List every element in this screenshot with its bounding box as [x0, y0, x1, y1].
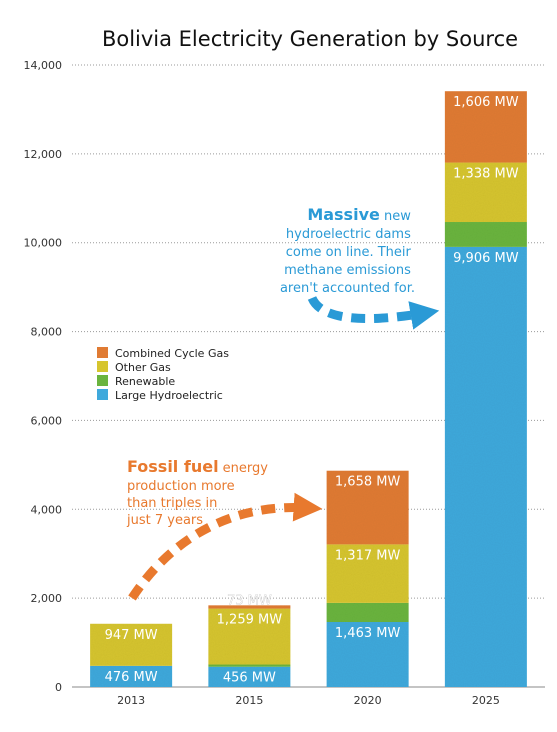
annotation-massive-arrow — [307, 295, 440, 330]
annotation-fossil: Fossil fuel energy production more than … — [126, 457, 272, 528]
annotation-fossil-line: just 7 years — [126, 513, 203, 528]
bar-segment-combined-cycle-gas — [208, 605, 291, 609]
data-label: 947 MW — [105, 628, 158, 643]
y-tick-label: 6,000 — [31, 414, 63, 427]
y-tick-label: 12,000 — [24, 148, 63, 161]
data-label: 1,259 MW — [217, 613, 283, 628]
bar-segment-large-hydroelectric — [208, 666, 291, 687]
annotation-massive-line: hydroelectric dams — [286, 227, 411, 242]
annotation-fossil-emphasis: Fossil fuel — [127, 457, 219, 476]
y-tick-label: 14,000 — [24, 59, 63, 72]
bar-segment-renewable — [326, 602, 409, 623]
bar-segment-other-gas — [444, 162, 527, 223]
y-tick-label: 4,000 — [31, 503, 63, 516]
data-label: 1,317 MW — [335, 548, 401, 563]
legend-label: Other Gas — [115, 361, 171, 374]
legend-swatch — [97, 375, 108, 386]
legend-swatch — [97, 347, 108, 358]
annotation-massive-line: aren't accounted for. — [280, 281, 415, 296]
data-label: 9,906 MW — [453, 251, 519, 266]
annotation-massive-line: come on line. Their — [286, 245, 412, 260]
bar-segment-renewable — [444, 222, 527, 247]
legend-label: Combined Cycle Gas — [115, 347, 229, 360]
x-tick-label: 2025 — [472, 694, 500, 707]
annotation-massive-emphasis: Massive — [307, 205, 380, 224]
data-label: 1,606 MW — [453, 95, 519, 110]
bar-segment-renewable — [208, 664, 291, 667]
legend-swatch — [97, 361, 108, 372]
annotation-massive-line: new — [380, 209, 411, 224]
annotation-fossil-arrow — [128, 492, 323, 601]
bar-segment-large-hydroelectric — [90, 665, 173, 687]
data-label: 1,338 MW — [453, 167, 519, 182]
bar-segment-combined-cycle-gas — [326, 470, 409, 545]
legend-label: Large Hydroelectric — [115, 389, 223, 402]
chart-title: Bolivia Electricity Generation by Source — [102, 27, 518, 51]
y-tick-label: 8,000 — [31, 326, 63, 339]
data-label: 476 MW — [105, 670, 158, 685]
grid — [72, 64, 545, 599]
x-tick-label: 2020 — [354, 694, 382, 707]
data-label: 456 MW — [223, 671, 276, 686]
annotation-fossil-line: production more — [127, 479, 235, 494]
bar-segment-other-gas — [90, 623, 173, 666]
x-tick-label: 2013 — [117, 694, 145, 707]
bar-segment-other-gas — [326, 544, 409, 603]
bar-segment-large-hydroelectric — [326, 622, 409, 687]
bar-segment-other-gas — [208, 608, 291, 665]
annotation-fossil-line: than triples in — [127, 496, 217, 511]
y-tick-label: 0 — [55, 681, 62, 694]
data-label: 1,658 MW — [335, 475, 401, 490]
bar-segment-combined-cycle-gas — [444, 91, 527, 163]
segment-labels: 476 MW 947 MW 456 MW 1,259 MW 73 MW 1,463 MW 1… — [105, 95, 519, 686]
data-label: 1,463 MW — [335, 626, 401, 641]
x-tick-label: 2015 — [235, 694, 263, 707]
x-axis: 2013 2015 2020 2025 — [117, 694, 500, 707]
legend-label: Renewable — [115, 375, 175, 388]
annotation-massive-line: methane emissions — [284, 263, 411, 278]
y-tick-label: 10,000 — [24, 237, 63, 250]
bars — [90, 91, 527, 687]
legend-swatch — [97, 389, 108, 400]
y-tick-label: 2,000 — [31, 592, 63, 605]
annotation-fossil-line: energy — [219, 461, 269, 476]
annotation-massive: Massive new hydroelectric dams come on l… — [280, 205, 415, 296]
data-label: 73 MW — [227, 593, 272, 608]
y-axis: 0 2,000 4,000 6,000 8,000 10,000 12,000 14,000 — [24, 59, 545, 694]
bar-segment-large-hydroelectric — [444, 246, 527, 687]
